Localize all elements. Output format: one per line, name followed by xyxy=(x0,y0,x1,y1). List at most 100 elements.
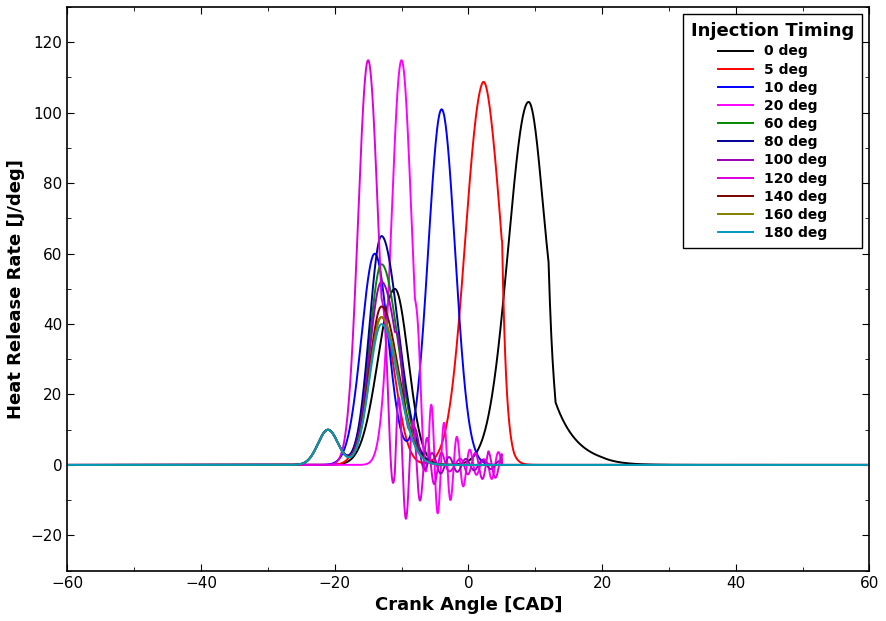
120 deg xyxy=(643,461,654,469)
80 deg xyxy=(131,461,142,469)
20 deg xyxy=(633,461,643,469)
180 deg xyxy=(632,461,642,469)
160 deg xyxy=(377,314,387,321)
160 deg xyxy=(357,419,368,426)
120 deg xyxy=(357,116,368,124)
Line: 120 deg: 120 deg xyxy=(67,60,869,519)
100 deg xyxy=(340,451,351,459)
180 deg xyxy=(643,461,654,469)
100 deg xyxy=(733,461,743,469)
5 deg xyxy=(478,78,489,86)
20 deg xyxy=(864,461,874,469)
80 deg xyxy=(377,232,387,240)
5 deg xyxy=(632,461,642,469)
Line: 10 deg: 10 deg xyxy=(67,109,869,465)
10 deg xyxy=(131,461,142,469)
20 deg xyxy=(733,461,743,469)
20 deg xyxy=(643,461,654,469)
20 deg xyxy=(131,461,142,469)
60 deg xyxy=(643,461,654,469)
Line: 5 deg: 5 deg xyxy=(67,82,869,465)
Line: 160 deg: 160 deg xyxy=(67,317,869,465)
140 deg xyxy=(62,461,73,469)
120 deg xyxy=(733,461,743,469)
120 deg xyxy=(400,515,411,522)
Line: 180 deg: 180 deg xyxy=(67,324,869,465)
Legend: 0 deg, 5 deg, 10 deg, 20 deg, 60 deg, 80 deg, 100 deg, 120 deg, 140 deg, 160 deg: 0 deg, 5 deg, 10 deg, 20 deg, 60 deg, 80… xyxy=(682,14,862,248)
100 deg xyxy=(643,461,654,469)
5 deg xyxy=(643,461,654,469)
0 deg xyxy=(632,460,642,468)
140 deg xyxy=(864,461,874,469)
10 deg xyxy=(733,461,743,469)
80 deg xyxy=(643,461,654,469)
10 deg xyxy=(340,442,351,449)
80 deg xyxy=(864,461,874,469)
140 deg xyxy=(377,303,387,310)
0 deg xyxy=(524,98,534,106)
100 deg xyxy=(357,409,368,416)
20 deg xyxy=(432,510,443,517)
160 deg xyxy=(643,461,654,469)
180 deg xyxy=(864,461,874,469)
160 deg xyxy=(632,461,642,469)
140 deg xyxy=(340,452,351,460)
0 deg xyxy=(131,461,142,469)
20 deg xyxy=(396,57,407,64)
120 deg xyxy=(131,461,142,469)
180 deg xyxy=(131,461,142,469)
Line: 80 deg: 80 deg xyxy=(67,236,869,465)
140 deg xyxy=(643,461,654,469)
10 deg xyxy=(596,461,607,469)
180 deg xyxy=(62,461,73,469)
5 deg xyxy=(62,461,73,469)
160 deg xyxy=(131,461,142,469)
Y-axis label: Heat Release Rate [J/deg]: Heat Release Rate [J/deg] xyxy=(7,159,25,419)
5 deg xyxy=(864,461,874,469)
10 deg xyxy=(436,106,447,113)
5 deg xyxy=(131,461,142,469)
180 deg xyxy=(733,461,743,469)
0 deg xyxy=(62,461,73,469)
5 deg xyxy=(340,457,351,465)
0 deg xyxy=(643,461,654,468)
60 deg xyxy=(131,461,142,469)
160 deg xyxy=(733,461,743,469)
60 deg xyxy=(377,261,387,268)
180 deg xyxy=(340,452,351,460)
Line: 20 deg: 20 deg xyxy=(67,60,869,514)
160 deg xyxy=(62,461,73,469)
5 deg xyxy=(733,461,743,469)
140 deg xyxy=(733,461,743,469)
80 deg xyxy=(357,396,368,403)
60 deg xyxy=(357,404,368,411)
10 deg xyxy=(643,461,654,469)
20 deg xyxy=(357,461,368,468)
100 deg xyxy=(62,461,73,469)
60 deg xyxy=(733,461,743,469)
60 deg xyxy=(62,461,73,469)
60 deg xyxy=(864,461,874,469)
100 deg xyxy=(864,461,874,469)
10 deg xyxy=(357,324,368,331)
140 deg xyxy=(131,461,142,469)
160 deg xyxy=(864,461,874,469)
10 deg xyxy=(864,461,874,469)
Line: 60 deg: 60 deg xyxy=(67,265,869,465)
0 deg xyxy=(340,459,351,466)
80 deg xyxy=(733,461,743,469)
160 deg xyxy=(340,452,351,460)
80 deg xyxy=(632,461,642,469)
Line: 100 deg: 100 deg xyxy=(67,282,869,473)
60 deg xyxy=(632,461,642,469)
80 deg xyxy=(340,451,351,458)
140 deg xyxy=(632,461,642,469)
X-axis label: Crank Angle [CAD]: Crank Angle [CAD] xyxy=(375,596,562,614)
120 deg xyxy=(62,461,73,469)
0 deg xyxy=(357,434,368,442)
10 deg xyxy=(62,461,73,469)
80 deg xyxy=(62,461,73,469)
100 deg xyxy=(131,461,142,469)
10 deg xyxy=(633,461,643,469)
120 deg xyxy=(864,461,874,469)
